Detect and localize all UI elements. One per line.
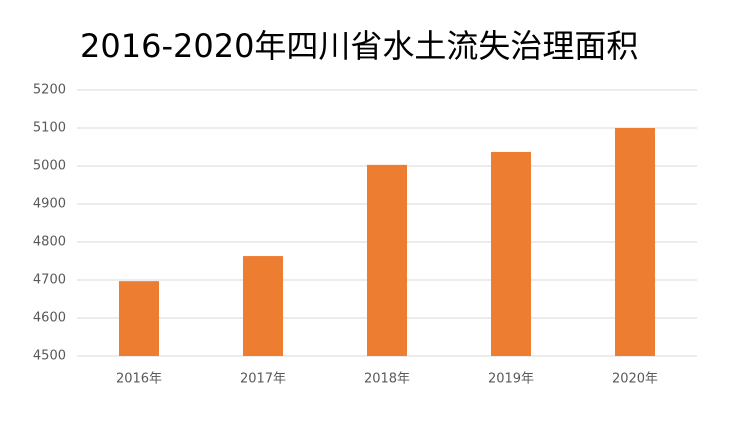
x-tick-label: 2017年 [240, 372, 286, 387]
y-tick-label: 4800 [33, 235, 66, 250]
x-tick-label: 2016年 [116, 372, 162, 387]
y-tick-label: 4900 [33, 197, 66, 212]
bar [491, 151, 531, 356]
bar [367, 164, 407, 356]
y-tick-label: 5100 [33, 121, 66, 136]
y-tick-label: 5000 [33, 159, 66, 174]
bar [243, 256, 283, 356]
y-tick-label: 4600 [33, 311, 66, 326]
x-tick-label: 2018年 [364, 372, 410, 387]
x-tick-label: 2020年 [612, 372, 658, 387]
y-tick-label: 4700 [33, 273, 66, 288]
bar [119, 281, 159, 356]
y-tick-label: 5200 [33, 83, 66, 98]
x-tick-label: 2019年 [488, 372, 534, 387]
bar [615, 128, 655, 356]
y-tick-label: 4500 [33, 349, 66, 364]
chart-title: 2016-2020年四川省水土流失治理面积 [80, 27, 638, 65]
